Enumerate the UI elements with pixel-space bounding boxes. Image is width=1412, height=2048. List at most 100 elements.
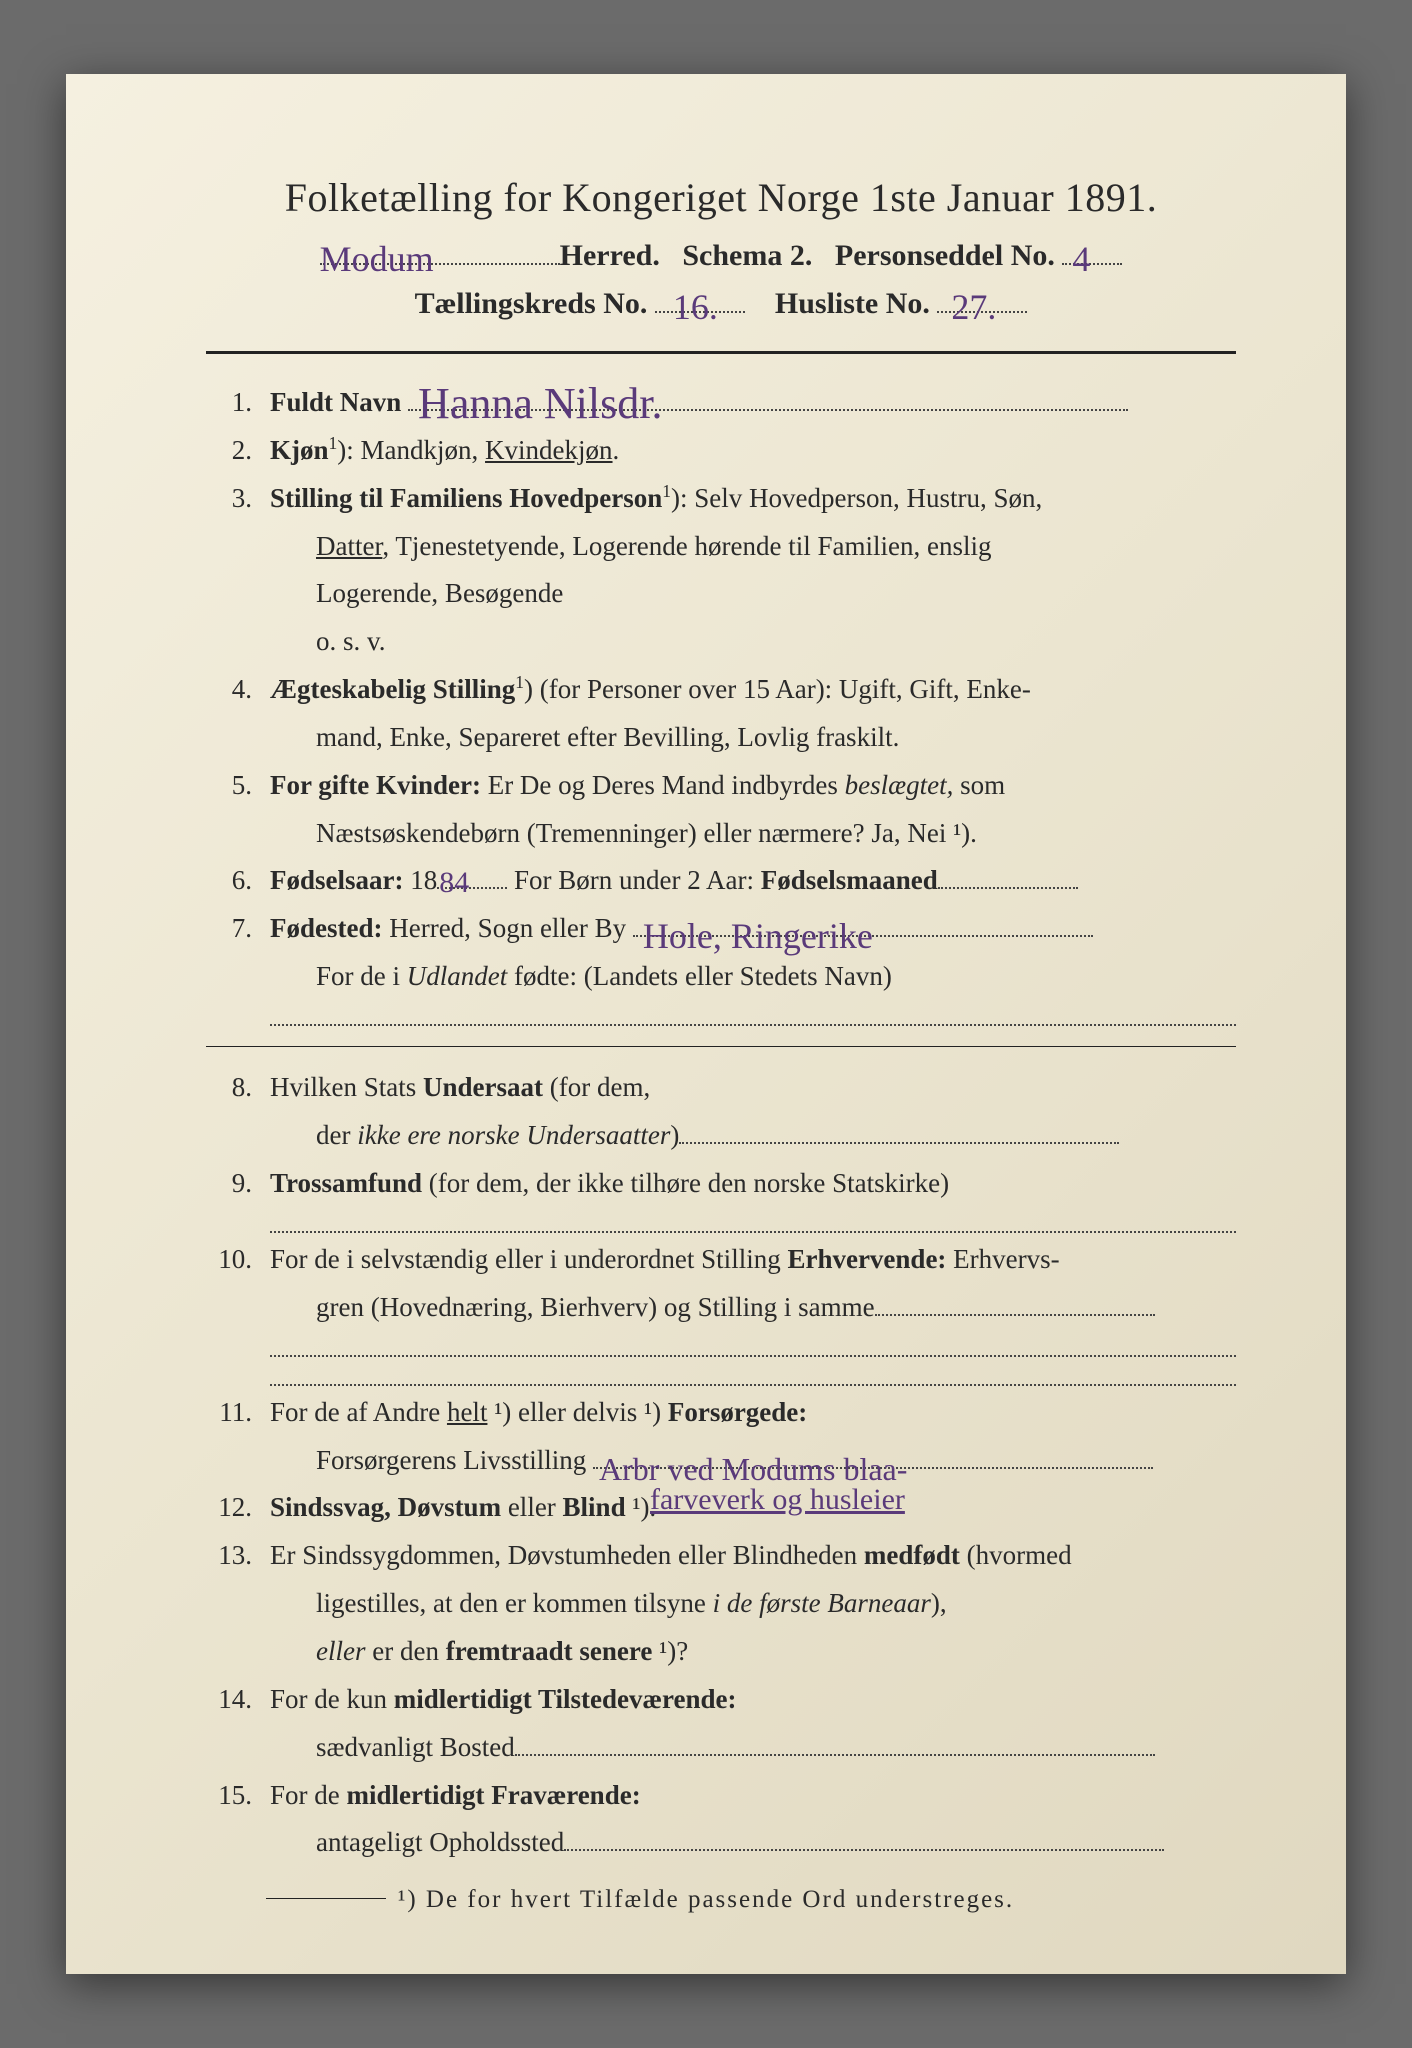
husliste-label: Husliste No.: [775, 287, 930, 320]
item-7-line2-rest: fødte: (Landets eller Stedets Navn): [507, 961, 892, 991]
item-10-num: 10.: [206, 1239, 270, 1281]
item-15-line2: antageligt Opholdssted: [206, 1822, 1236, 1864]
item-7-line2-a: For de i: [316, 961, 407, 991]
item-10-text1: For de i selvstændig eller i underordnet…: [270, 1244, 787, 1274]
item-3-line2-u: Datter: [316, 531, 382, 561]
item-14-blank: [515, 1754, 1155, 1756]
item-11-num: 11.: [206, 1392, 270, 1434]
item-10-blank-line-1: [270, 1335, 1236, 1357]
item-15-num: 15.: [206, 1775, 270, 1817]
item-2-num: 2.: [206, 430, 270, 472]
item-2-underlined: Kvindekjøn: [485, 435, 613, 465]
item-13-line3-i: eller: [316, 1636, 365, 1666]
item-7-line2-i: Udlandet: [407, 961, 508, 991]
item-5: 5. For gifte Kvinder: Er De og Deres Man…: [206, 765, 1236, 807]
item-15: 15. For de midlertidigt Fraværende:: [206, 1775, 1236, 1817]
item-3-line3: Logerende, Besøgende: [206, 573, 1236, 615]
item-7-tail1: Herred, Sogn eller By: [382, 913, 626, 943]
item-3-line4: o. s. v.: [206, 621, 1236, 663]
item-13-line2: ligestilles, at den er kommen tilsyne i …: [206, 1583, 1236, 1625]
item-11-line2-label: Forsørgerens Livsstilling: [316, 1445, 586, 1475]
item-8-line2-i: ikke ere norske Undersaatter: [357, 1120, 670, 1150]
item-10-blank: [875, 1314, 1155, 1316]
item-14-line2: sædvanligt Bosted: [206, 1727, 1236, 1769]
item-13-line3: eller er den fremtraadt senere ¹)?: [206, 1631, 1236, 1673]
item-4-line2: mand, Enke, Separeret efter Bevilling, L…: [206, 717, 1236, 759]
person-no-handwriting: 4: [1072, 241, 1090, 277]
item-5-tail1-i: beslægtet,: [845, 770, 954, 800]
item-13-line2-end: ),: [931, 1588, 947, 1618]
item-11-line2: Forsørgerens Livsstilling Arbr ved Modum…: [206, 1440, 1236, 1482]
item-15-label: midlertidigt Fraværende:: [347, 1780, 641, 1810]
item-8: 8. Hvilken Stats Undersaat (for dem,: [206, 1067, 1236, 1109]
husliste-no-handwriting: 27.: [951, 289, 996, 325]
item-6-year-prefix: 18: [403, 865, 437, 895]
kreds-no-handwriting: 16.: [673, 289, 718, 325]
item-7-line2: For de i Udlandet fødte: (Landets eller …: [206, 956, 1236, 998]
kreds-no-fill: 16.: [655, 287, 745, 321]
divider-top: [206, 351, 1236, 354]
item-13-text1: Er Sindssygdommen, Døvstumheden eller Bl…: [270, 1540, 864, 1570]
herred-handwriting: Modum: [320, 241, 434, 277]
subhead-line-2: Tællingskreds No. 16. Husliste No. 27.: [206, 287, 1236, 321]
item-14-label: midlertidigt Tilstedeværende:: [394, 1684, 737, 1714]
item-9-num: 9.: [206, 1163, 270, 1205]
item-12: 12. Sindssvag, Døvstum eller Blind ¹). f…: [206, 1487, 1236, 1529]
divider-mid: [206, 1046, 1236, 1047]
item-13-line3-b: fremtraadt senere: [446, 1636, 653, 1666]
item-10-text2: Erhvervs-: [946, 1244, 1059, 1274]
item-2-options: : Mandkjøn,: [346, 435, 485, 465]
schema-label: Schema 2.: [682, 239, 812, 272]
item-4: 4. Ægteskabelig Stilling1) (for Personer…: [206, 669, 1236, 711]
item-9-label: Trossamfund: [270, 1168, 422, 1198]
item-8-num: 8.: [206, 1067, 270, 1109]
item-8-blank: [679, 1142, 1119, 1144]
item-14-text1: For de kun: [270, 1684, 394, 1714]
item-11-hw: Arbr ved Modums blaa-: [599, 1453, 907, 1485]
item-3-line2-rest: , Tjenestetyende, Logerende hørende til …: [382, 531, 991, 561]
item-11-label: Forsørgede:: [668, 1397, 807, 1427]
item-4-label: Ægteskabelig Stilling: [270, 674, 515, 704]
item-6-label2: Fødselsmaaned: [761, 865, 938, 895]
item-10-line2-text: gren (Hovednæring, Bierhverv) og Stillin…: [316, 1292, 875, 1322]
item-15-text1: For de: [270, 1780, 347, 1810]
item-11-mid: ¹) eller delvis ¹): [487, 1397, 667, 1427]
item-1-fill: Hanna Nilsdr.: [408, 382, 1128, 424]
item-15-line2-text: antageligt Opholdssted: [316, 1827, 564, 1857]
item-8-line2: der ikke ere norske Undersaatter): [206, 1115, 1236, 1157]
item-5-num: 5.: [206, 765, 270, 807]
item-6-num: 6.: [206, 860, 270, 902]
item-12-label2: Blind: [563, 1492, 626, 1522]
item-13-text2: (hvormed: [960, 1540, 1072, 1570]
item-9-text: (for dem, der ikke tilhøre den norske St…: [422, 1168, 949, 1198]
item-14: 14. For de kun midlertidigt Tilstedevære…: [206, 1679, 1236, 1721]
item-13-line2-a: ligestilles, at den er kommen tilsyne: [316, 1588, 713, 1618]
item-7-fill: Hole, Ringerike: [633, 908, 1093, 950]
item-1-num: 1.: [206, 382, 270, 424]
item-14-num: 14.: [206, 1679, 270, 1721]
item-1: 1. Fuldt Navn Hanna Nilsdr.: [206, 382, 1236, 424]
item-11-u1: helt: [447, 1397, 488, 1427]
item-12-hw-cont: farveverk og husleier: [650, 1485, 905, 1515]
item-10: 10. For de i selvstændig eller i underor…: [206, 1239, 1236, 1281]
item-5-line2: Næstsøskendebørn (Tremenninger) eller næ…: [206, 813, 1236, 855]
item-11: 11. For de af Andre helt ¹) eller delvis…: [206, 1392, 1236, 1434]
item-6-month-line: [938, 887, 1078, 889]
item-7-label: Fødested:: [270, 913, 382, 943]
item-10-line2: gren (Hovednæring, Bierhverv) og Stillin…: [206, 1287, 1236, 1329]
item-9-blank-line: [270, 1211, 1236, 1233]
herred-label: Herred.: [560, 239, 660, 272]
item-1-handwriting: Hanna Nilsdr.: [418, 382, 662, 426]
item-7-hw: Hole, Ringerike: [643, 918, 873, 954]
item-4-num: 4.: [206, 669, 270, 711]
item-13-label: medfødt: [864, 1540, 960, 1570]
item-7: 7. Fødested: Herred, Sogn eller By Hole,…: [206, 908, 1236, 950]
item-5-tail1-end: som: [953, 770, 1005, 800]
item-12-num: 12.: [206, 1487, 270, 1529]
item-12-label: Sindssvag, Døvstum: [270, 1492, 501, 1522]
page-title: Folketælling for Kongeriget Norge 1ste J…: [206, 174, 1236, 221]
item-7-blank-line: [270, 1004, 1236, 1026]
item-3: 3. Stilling til Familiens Hovedperson1):…: [206, 478, 1236, 520]
subhead-line-1: Modum Herred. Schema 2. Personseddel No.…: [206, 239, 1236, 273]
item-5-label: For gifte Kvinder:: [270, 770, 481, 800]
